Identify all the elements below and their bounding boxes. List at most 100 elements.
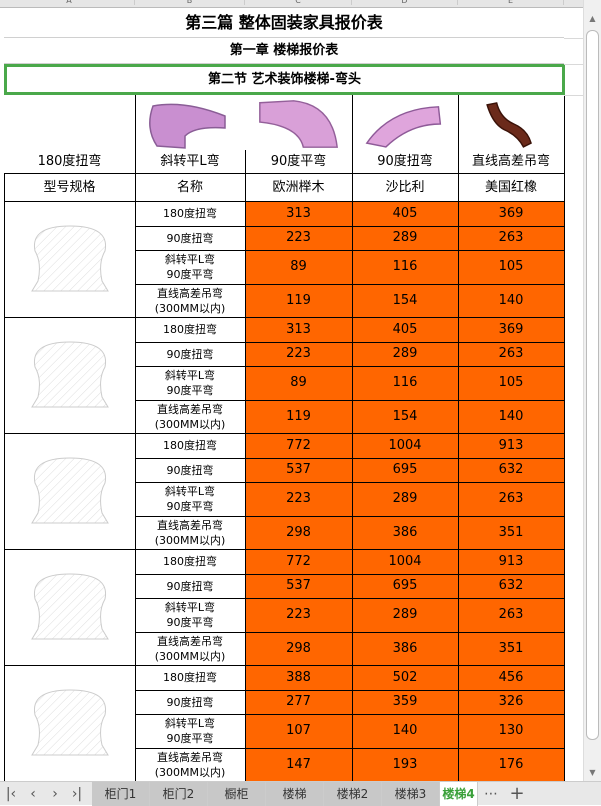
price-cell[interactable]: 386 — [352, 516, 458, 549]
price-cell[interactable]: 116 — [352, 250, 458, 284]
sheet-tab[interactable]: 楼梯 — [266, 781, 324, 806]
item-name: 90度扭弯 — [166, 347, 214, 361]
price-cell[interactable]: 277 — [245, 690, 352, 714]
price-cell[interactable]: 369 — [458, 201, 564, 226]
sheet-tab[interactable]: 楼梯3 — [382, 781, 440, 806]
price-cell[interactable]: 313 — [245, 201, 352, 226]
price-cell[interactable]: 351 — [458, 632, 564, 665]
first-sheet-icon[interactable]: |‹ — [5, 785, 17, 802]
section-title-selected-cell[interactable]: 第二节 艺术装饰楼梯-弯头 — [4, 64, 565, 95]
more-sheets-icon[interactable]: ⋯ — [484, 785, 498, 802]
row-border — [135, 632, 564, 633]
column-title[interactable]: 美国红橡 — [484, 179, 537, 195]
price-cell[interactable]: 632 — [458, 574, 564, 598]
price-cell[interactable]: 223 — [245, 342, 352, 366]
sheet-tab[interactable]: 楼梯4 — [440, 781, 478, 806]
price-cell[interactable]: 405 — [352, 201, 458, 226]
price-cell[interactable]: 154 — [352, 400, 458, 433]
sheet-tab[interactable]: 柜门1 — [92, 781, 150, 806]
next-sheet-icon[interactable]: › — [52, 785, 58, 802]
price-cell[interactable]: 359 — [352, 690, 458, 714]
product-image-2 — [255, 98, 342, 150]
price-cell[interactable]: 632 — [458, 458, 564, 482]
price-cell[interactable]: 89 — [245, 250, 352, 284]
price-cell[interactable]: 130 — [458, 714, 564, 748]
last-sheet-icon[interactable]: ›| — [71, 785, 83, 802]
price-cell[interactable]: 289 — [352, 226, 458, 250]
price-cell[interactable]: 147 — [245, 748, 352, 781]
column-header-E[interactable]: E — [458, 0, 564, 5]
price-cell[interactable]: 772 — [245, 549, 352, 574]
column-title[interactable]: 型号规格 — [43, 179, 96, 195]
prev-sheet-icon[interactable]: ‹ — [30, 785, 36, 802]
column-header-B[interactable]: B — [135, 0, 245, 5]
price-cell[interactable]: 223 — [245, 598, 352, 632]
price-cell[interactable]: 140 — [458, 400, 564, 433]
column-header-C[interactable]: C — [245, 0, 352, 5]
price-cell[interactable]: 695 — [352, 574, 458, 598]
price-cell[interactable]: 1004 — [352, 433, 458, 458]
price-cell[interactable]: 89 — [245, 366, 352, 400]
vertical-scrollbar[interactable]: ▲ ▼ — [583, 0, 601, 781]
price-cell[interactable]: 405 — [352, 317, 458, 342]
price-cell[interactable]: 772 — [245, 433, 352, 458]
price-cell[interactable]: 326 — [458, 690, 564, 714]
price-cell[interactable]: 263 — [458, 342, 564, 366]
sheet-tab[interactable]: 楼梯2 — [324, 781, 382, 806]
price-cell[interactable]: 537 — [245, 458, 352, 482]
scrollbar-thumb[interactable] — [586, 30, 599, 740]
price-cell[interactable]: 388 — [245, 665, 352, 690]
price-cell[interactable]: 119 — [245, 400, 352, 433]
price-cell[interactable]: 369 — [458, 317, 564, 342]
product-label: 90度平弯 — [270, 154, 327, 169]
price-cell[interactable]: 313 — [245, 317, 352, 342]
price-cell[interactable]: 289 — [352, 342, 458, 366]
add-sheet-icon[interactable]: + — [509, 783, 525, 804]
price-cell[interactable]: 193 — [352, 748, 458, 781]
scroll-down-icon[interactable]: ▼ — [589, 768, 596, 777]
row-border — [135, 516, 564, 517]
price-cell[interactable]: 105 — [458, 366, 564, 400]
price-cell[interactable]: 107 — [245, 714, 352, 748]
price-cell[interactable]: 263 — [458, 598, 564, 632]
price-cell[interactable]: 351 — [458, 516, 564, 549]
price-cell[interactable]: 502 — [352, 665, 458, 690]
column-title[interactable]: 欧洲榉木 — [272, 179, 325, 195]
price-cell[interactable]: 263 — [458, 482, 564, 516]
sheet-tab[interactable]: 橱柜 — [208, 781, 266, 806]
price-cell[interactable]: 298 — [245, 632, 352, 665]
price-cell[interactable]: 116 — [352, 366, 458, 400]
row-border — [135, 250, 564, 251]
column-header-D[interactable]: D — [352, 0, 458, 5]
column-title[interactable]: 沙比利 — [385, 179, 425, 195]
price-cell[interactable]: 140 — [458, 284, 564, 317]
item-name: 180度扭弯 — [163, 439, 217, 452]
price-cell[interactable]: 386 — [352, 632, 458, 665]
price-cell[interactable]: 695 — [352, 458, 458, 482]
price-cell[interactable]: 537 — [245, 574, 352, 598]
price-cell[interactable]: 1004 — [352, 549, 458, 574]
scroll-up-icon[interactable]: ▲ — [589, 14, 596, 23]
column-title[interactable]: 名称 — [176, 179, 203, 195]
price-cell[interactable]: 140 — [352, 714, 458, 748]
sheet-tab[interactable]: 柜门2 — [150, 781, 208, 806]
row-border — [135, 366, 564, 367]
price-cell[interactable]: 913 — [458, 549, 564, 574]
price-cell[interactable]: 289 — [352, 482, 458, 516]
product-picture — [486, 102, 532, 148]
price-cell[interactable]: 119 — [245, 284, 352, 317]
price-cell[interactable]: 913 — [458, 433, 564, 458]
price-cell[interactable]: 298 — [245, 516, 352, 549]
row-border — [135, 574, 564, 575]
price-cell[interactable]: 289 — [352, 598, 458, 632]
price-cell[interactable]: 223 — [245, 482, 352, 516]
price-cell[interactable]: 176 — [458, 748, 564, 781]
column-header-A[interactable]: A — [4, 0, 135, 5]
price-cell[interactable]: 105 — [458, 250, 564, 284]
price-cell[interactable]: 456 — [458, 665, 564, 690]
price-cell[interactable]: 263 — [458, 226, 564, 250]
price-cell[interactable]: 154 — [352, 284, 458, 317]
sheet-title[interactable]: 第三篇 整体固装家具报价表 — [4, 8, 564, 38]
chapter-title[interactable]: 第一章 楼梯报价表 — [4, 38, 564, 64]
price-cell[interactable]: 223 — [245, 226, 352, 250]
